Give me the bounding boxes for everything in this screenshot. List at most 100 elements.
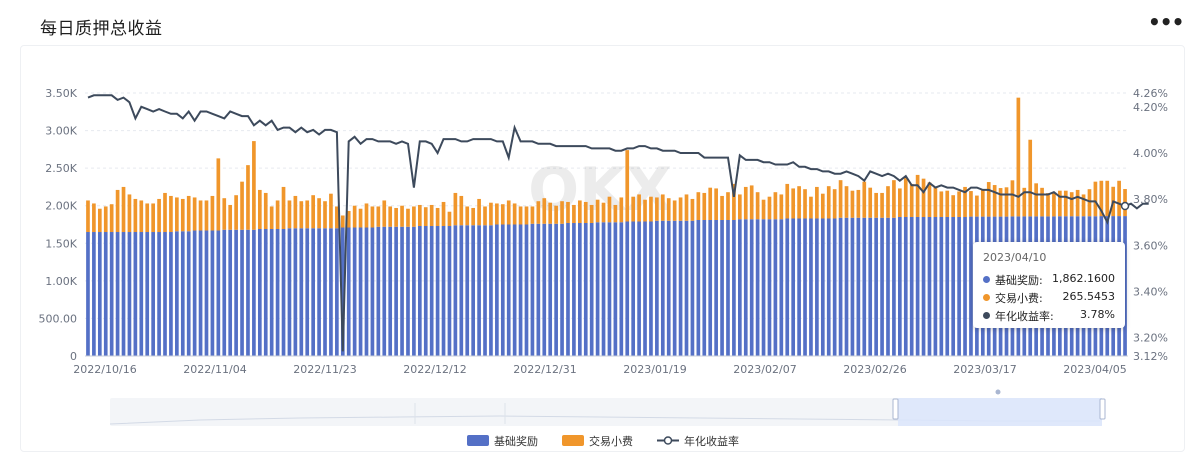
data-zoom-slider[interactable] [109,389,1106,427]
bar-tx-fee [192,197,197,231]
bar-base-reward [803,218,807,356]
chart-panel [20,45,1185,452]
bar-tx-fee [139,200,144,233]
bar-tx-fee [577,200,582,223]
chart-legend[interactable]: 基础奖励 交易小费 年化收益率 [467,434,739,448]
bar-base-reward [826,218,831,356]
legend-swatch-dot [663,436,673,445]
x-tick-label: 2022/11/04 [183,363,246,376]
bar-base-reward [868,217,873,356]
bar-base-reward [720,219,724,356]
bar-base-reward [779,219,784,356]
bar-base-reward [186,231,191,356]
zoom-selection[interactable] [898,398,1102,426]
bar-base-reward [797,218,801,356]
bar-tx-fee [435,207,440,227]
bar-tx-fee [868,187,873,218]
bar-tx-fee [1022,187,1027,217]
bar-tx-fee [862,181,867,218]
bar-base-reward [619,222,624,356]
y-left-tick-label: 2.50K [45,162,77,175]
bar-tx-fee [216,158,221,231]
bar-base-reward [139,232,144,356]
bar-base-reward [92,232,96,356]
bar-base-reward [471,225,475,356]
bar-base-reward [252,229,256,356]
bar-base-reward [524,224,529,356]
zoom-drag-dot [995,389,1001,395]
bar-tx-fee [495,203,499,225]
y-left-tick-label: 1.00K [45,275,77,288]
zoom-handle-right[interactable] [1099,398,1106,420]
bar-base-reward [323,228,327,356]
bar-tx-fee [749,185,754,220]
bar-tx-fee [832,189,837,219]
bar-base-reward [489,225,493,356]
bar-tx-fee [939,191,944,217]
tooltip-row-base-reward: 基础奖励: 1,862.1600 [983,272,1115,288]
y-left-tick-label: 1.50K [45,237,77,250]
bar-base-reward [269,229,274,356]
bar-tx-fee [512,203,517,225]
legend-swatch [562,435,584,446]
bar-base-reward [589,222,594,356]
bar-tx-fee [903,177,908,217]
bar-base-reward [933,216,938,356]
bar-tx-fee [649,196,653,222]
zoom-handle-left[interactable] [892,398,899,420]
bar-tx-fee [293,195,298,229]
bar-tx-fee [554,205,558,224]
bar-tx-fee [518,206,523,225]
bar-tx-fee [779,194,784,220]
bar-tx-fee [352,205,357,228]
bar-base-reward [666,220,671,356]
bar-base-reward [583,222,588,356]
bar-base-reward [346,227,351,356]
bar-base-reward [406,226,410,356]
bar-base-reward [714,219,718,356]
bar-tx-fee [204,200,209,231]
apr-line [87,94,1149,352]
bar-tx-fee [376,206,381,227]
bar-tx-fee [406,208,410,227]
bar-base-reward [601,222,606,356]
bar-base-reward [637,221,641,356]
y-right-tick-label: 3.20% [1133,332,1168,345]
bar-base-reward [702,219,707,356]
bar-tx-fee [252,141,256,230]
bar-base-reward [536,223,541,356]
bar-base-reward [86,232,90,356]
bar-tx-fee [595,199,600,223]
tooltip-label: 基础奖励: [995,274,1043,287]
bar-base-reward [518,224,523,356]
bar-tx-fee [317,198,321,229]
bar-base-reward [121,232,126,356]
bar-tx-fee [441,201,446,227]
bar-tx-fee [86,200,90,233]
bar-tx-fee [886,186,890,218]
bar-tx-fee [210,195,215,231]
bar-base-reward [755,219,760,356]
hover-tooltip: 2023/04/10 基础奖励: 1,862.1600 交易小费: 265.54… [973,242,1125,328]
bar-tx-fee [489,202,493,226]
bar-series [86,97,1127,356]
bar-base-reward [495,224,499,356]
x-tick-label: 2023/04/05 [1063,363,1126,376]
bar-base-reward [678,220,683,356]
bar-tx-fee [732,183,736,220]
bar-base-reward [749,219,754,356]
chart-title: 每日质押总收益 [40,19,163,39]
tooltip-value: 265.5453 [1062,290,1116,303]
bar-tx-fee [169,195,173,233]
bar-tx-fee [133,198,138,233]
bar-tx-fee [358,208,363,228]
more-options-icon[interactable]: ••• [1148,10,1184,34]
bar-tx-fee [275,200,280,230]
legend-label: 交易小费 [589,434,633,448]
bar-tx-fee [1117,180,1121,217]
bar-tx-fee [234,195,238,230]
legend-swatch [467,435,489,446]
bar-base-reward [417,226,422,356]
bar-tx-fee [346,210,351,228]
y-right-tick-label: 4.26% [1133,87,1168,100]
